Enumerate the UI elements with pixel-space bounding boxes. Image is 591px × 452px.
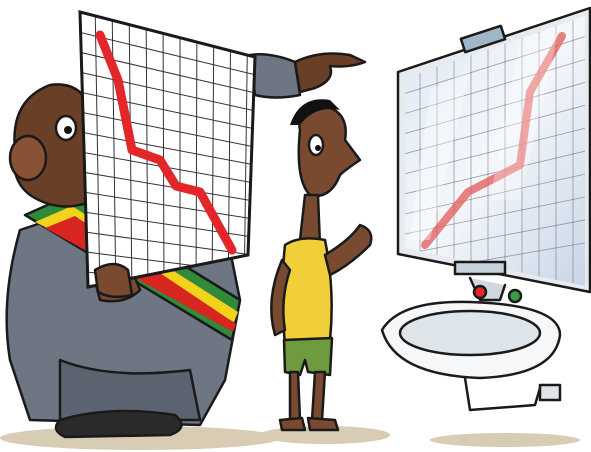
- sink: [380, 276, 562, 412]
- pointing-arm: [248, 52, 367, 99]
- boy: [270, 99, 373, 432]
- falling-chart-board: [78, 10, 257, 299]
- mirror: [396, 6, 591, 294]
